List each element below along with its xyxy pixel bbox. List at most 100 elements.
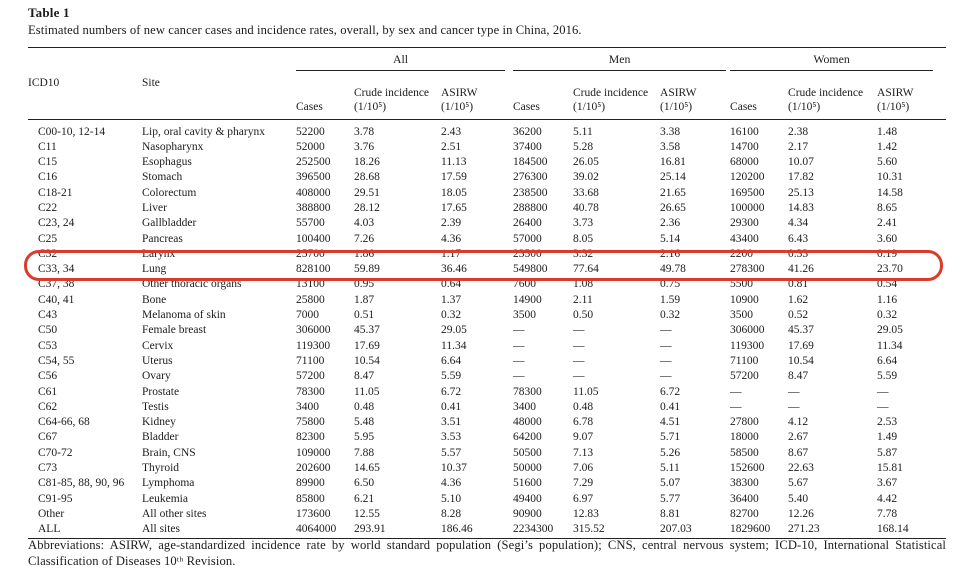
cell-icd10: C37, 38 [38,278,75,291]
cell-men-cases: 3500 [513,309,537,322]
table-row: ALL All sites 4064000 293.91 186.46 2234300 31… [28,522,946,538]
cell-icd10: C64-66, 68 [38,416,90,429]
cell-all-cases: 71100 [296,354,325,367]
subheader-label: Crude incidence [573,86,649,99]
table-row: C37, 38 Other thoracic organs 13100 0.95 0.6… [28,277,946,292]
cell-site: Kidney [142,416,176,429]
cell-icd10: C73 [38,462,58,475]
cell-all-cases: 396500 [296,171,331,184]
cell-site: Ovary [142,370,171,383]
cell-all-asirw: 3.53 [441,431,462,444]
table-row: C53 Cervix 119300 17.69 11.34 — — — 119300 17.69 1… [28,339,946,354]
cell-men-crude-incidence: — [573,324,585,337]
subheader-unit: (1/10⁵) [877,100,910,113]
cell-women-crude-incidence: 17.82 [788,171,814,184]
cell-all-cases: 75800 [296,416,325,429]
cell-women-asirw: 7.78 [877,507,898,520]
cell-women-crude-incidence: — [788,385,800,398]
cell-all-cases: 100400 [296,232,331,245]
cell-men-asirw: 1.59 [660,293,681,306]
cell-all-cases: 202600 [296,462,331,475]
cell-men-crude-incidence: 7.13 [573,446,594,459]
cell-women-cases: 100000 [730,201,765,214]
cell-all-crude-incidence: 293.91 [354,523,386,536]
cell-icd10: C32 [38,247,58,260]
cell-icd10: C67 [38,431,58,444]
group-header-women: Women [730,48,946,71]
cell-men-cases: 49400 [513,492,542,505]
table-row: C15 Esophagus 252500 18.26 11.13 184500 26.05 1… [28,155,946,170]
cell-all-crude-incidence: 1.87 [354,293,375,306]
subheader-men-cases: Cases [513,70,574,120]
cell-women-cases: 10900 [730,293,759,306]
table-row: C23, 24 Gallbladder 55700 4.03 2.39 26400 3.73… [28,216,946,231]
cell-men-crude-incidence: — [573,370,585,383]
cell-women-crude-incidence: 8.47 [788,370,809,383]
cell-men-asirw: — [660,339,672,352]
cell-all-crude-incidence: 29.51 [354,186,380,199]
cell-women-cases: — [730,385,742,398]
cell-men-crude-incidence: 0.50 [573,309,594,322]
cell-men-cases: 184500 [513,156,548,169]
group-header-row: ICD10 Site All Men Women [28,47,946,120]
cell-men-asirw: 21.65 [660,186,686,199]
subheader-unit: (1/10⁵) [573,100,606,113]
cell-women-asirw: 5.60 [877,156,898,169]
cell-all-asirw: 17.65 [441,201,467,214]
cell-women-cases: 278300 [730,263,765,276]
cell-men-cases: 57000 [513,232,542,245]
table-row: C73 Thyroid 202600 14.65 10.37 50000 7.06 5.11 1… [28,461,946,476]
subheader-label: ASIRW [441,86,478,99]
cell-men-cases: — [513,370,525,383]
table-body: C00-10, 12-14 Lip, oral cavity & pharynx 5… [28,119,946,538]
table-row: C22 Liver 388800 28.12 17.65 288800 40.78 26.65… [28,201,946,216]
cell-icd10: C33, 34 [38,263,75,276]
cell-men-cases: — [513,339,525,352]
cell-men-crude-incidence: — [573,354,585,367]
cell-men-crude-incidence: 5.11 [573,125,593,138]
subheader-women-asirw: ASIRW (1/10⁵) [877,70,947,120]
cell-site: Thyroid [142,462,180,475]
cell-men-cases: 549800 [513,263,548,276]
subheader-men-crude-incidence: Crude incidence (1/10⁵) [573,70,661,120]
cell-site: All sites [142,523,181,536]
subheader-label: ASIRW [660,86,697,99]
cell-icd10: Other [38,507,65,520]
cell-women-cases: 27800 [730,416,759,429]
cell-women-cases: 14700 [730,140,759,153]
cell-all-crude-incidence: 59.89 [354,263,380,276]
cell-men-crude-incidence: 39.02 [573,171,599,184]
cell-men-asirw: 5.26 [660,446,681,459]
cell-women-cases: 43400 [730,232,759,245]
cell-women-cases: 1829600 [730,523,771,536]
subheader-men-asirw: ASIRW (1/10⁵) [660,70,731,120]
cell-site: All other sites [142,507,207,520]
cell-all-cases: 4064000 [296,523,337,536]
cell-all-asirw: 18.05 [441,186,467,199]
cell-icd10: C54, 55 [38,354,75,367]
cell-all-asirw: 3.51 [441,416,462,429]
cell-site: Melanoma of skin [142,309,226,322]
cell-women-crude-incidence: 2.67 [788,431,809,444]
cell-all-crude-incidence: 0.48 [354,400,375,413]
cell-women-asirw: 0.54 [877,278,898,291]
cell-women-asirw: 4.42 [877,492,898,505]
cell-men-cases: 90900 [513,507,542,520]
cell-all-cases: 85800 [296,492,325,505]
table-row: C81-85, 88, 90, 96 Lymphoma 89900 6.50 4.36 5… [28,476,946,491]
cell-men-crude-incidence: 8.05 [573,232,594,245]
cell-women-crude-incidence: 10.07 [788,156,814,169]
cell-women-cases: 57200 [730,370,759,383]
cell-women-asirw: 1.16 [877,293,898,306]
cell-women-cases: 3500 [730,309,754,322]
cell-women-asirw: 15.81 [877,462,903,475]
cell-men-asirw: 207.03 [660,523,692,536]
table-row-highlighted: C33, 34 Lung 828100 59.89 36.46 549800 77.64 49… [28,262,946,277]
cell-all-cases: 109000 [296,446,331,459]
cell-women-cases: 120200 [730,171,765,184]
cell-women-crude-incidence: 4.34 [788,217,809,230]
table-row: C61 Prostate 78300 11.05 6.72 78300 11.05 6.72 —… [28,385,946,400]
cell-all-crude-incidence: 7.88 [354,446,375,459]
cell-women-crude-incidence: 2.17 [788,140,809,153]
cell-site: Uterus [142,354,173,367]
